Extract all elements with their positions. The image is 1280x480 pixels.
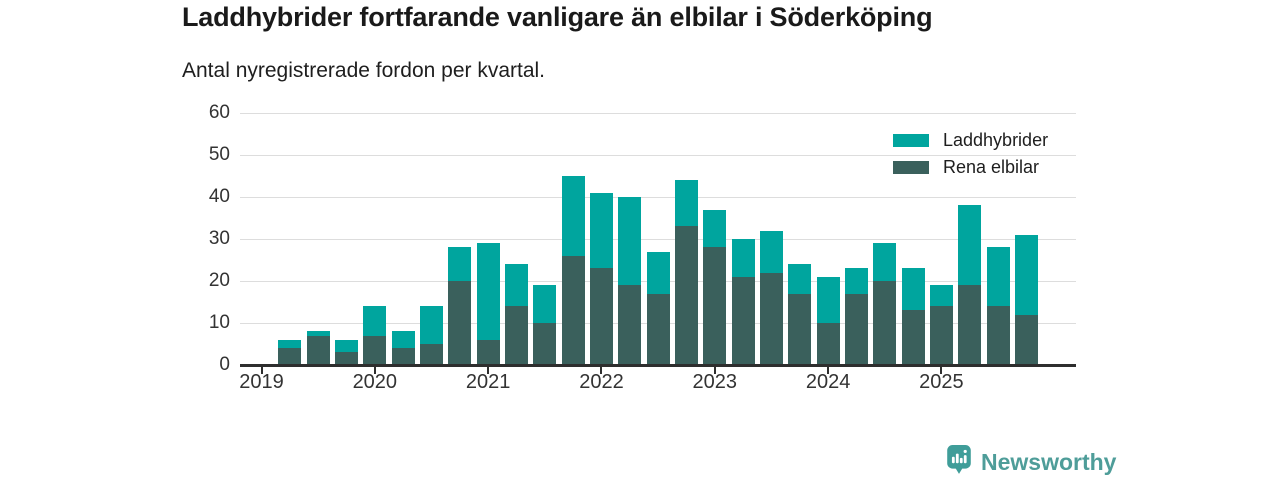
y-axis-tick-label: 30 (208, 228, 230, 249)
bar-segment-laddhybrider (278, 339, 302, 349)
bar-segment-rena-elbilar (816, 323, 840, 365)
bar-segment-rena-elbilar (929, 306, 953, 365)
brand-name: Newsworthy (981, 449, 1117, 475)
bar-segment-laddhybrider (448, 247, 472, 281)
bar-segment-rena-elbilar (731, 276, 755, 365)
bar-segment-rena-elbilar (561, 255, 585, 365)
brand-logo: Newsworthy (947, 445, 1116, 480)
x-axis-tick (827, 366, 830, 374)
bar-segment-rena-elbilar (873, 281, 897, 365)
legend-label: Laddhybrider (943, 129, 1049, 150)
bar-segment-rena-elbilar (986, 306, 1010, 365)
bar-segment-laddhybrider (929, 285, 953, 307)
x-axis-tick-label: 2019 (239, 371, 284, 393)
bar-segment-rena-elbilar (419, 344, 443, 365)
bar-segment-laddhybrider (788, 264, 812, 294)
legend-swatch-laddhybrider (893, 133, 929, 147)
bar-segment-rena-elbilar (646, 293, 670, 365)
bar-segment-laddhybrider (419, 306, 443, 344)
legend-item-rena-elbilar: Rena elbilar (893, 157, 1048, 177)
bar-segment-laddhybrider (1014, 234, 1038, 315)
x-axis-tick (373, 366, 376, 374)
gridline (240, 154, 1076, 156)
bar-segment-rena-elbilar (788, 293, 812, 365)
bar-segment-laddhybrider (363, 306, 387, 336)
bar-segment-rena-elbilar (618, 285, 642, 365)
x-axis-tick-label: 2020 (352, 371, 398, 393)
gridline (240, 238, 1076, 240)
bar-segment-laddhybrider (986, 247, 1010, 307)
x-axis-tick (713, 366, 716, 374)
legend: Laddhybrider Rena elbilar (893, 130, 1048, 184)
bar-segment-laddhybrider (901, 268, 925, 311)
bar-segment-rena-elbilar (504, 306, 528, 365)
x-axis-tick-label: 2023 (692, 371, 738, 393)
bar-segment-rena-elbilar (533, 323, 557, 365)
bar-segment-rena-elbilar (759, 272, 783, 365)
bar-segment-rena-elbilar (391, 348, 415, 365)
y-axis-tick-label: 10 (208, 312, 230, 333)
bar-segment-laddhybrider (759, 230, 783, 273)
bar-segment-rena-elbilar (703, 247, 727, 365)
x-axis-tick-label: 2021 (465, 371, 511, 393)
y-axis-tick-label: 20 (208, 270, 230, 291)
bar-segment-rena-elbilar (363, 335, 387, 365)
bar-segment-laddhybrider (618, 197, 642, 286)
bar-segment-laddhybrider (533, 285, 557, 323)
bar-chart-pin-icon (947, 445, 971, 480)
x-axis-tick-label: 2022 (579, 371, 624, 393)
chart-subtitle: Antal nyregistrerade fordon per kvartal. (182, 59, 546, 82)
bar-segment-laddhybrider (334, 339, 358, 353)
chart-title: Laddhybrider fortfarande vanligare än el… (182, 2, 933, 32)
bar-segment-rena-elbilar (901, 310, 925, 365)
bar-segment-rena-elbilar (334, 352, 358, 365)
bar-segment-rena-elbilar (306, 335, 330, 365)
y-axis-tick-label: 50 (208, 144, 230, 165)
bar-segment-laddhybrider (958, 205, 982, 286)
legend-item-laddhybrider: Laddhybrider (893, 130, 1048, 150)
y-axis-tick-label: 40 (208, 186, 230, 207)
bar-segment-laddhybrider (816, 276, 840, 323)
bar-segment-rena-elbilar (476, 339, 500, 365)
gridline (240, 112, 1076, 114)
y-axis-tick-label: 60 (208, 102, 230, 123)
bar-segment-rena-elbilar (958, 285, 982, 365)
bar-segment-rena-elbilar (844, 293, 868, 365)
gridline (240, 196, 1076, 198)
bar-segment-rena-elbilar (448, 281, 472, 365)
x-axis-tick (940, 366, 943, 374)
bar-segment-laddhybrider (674, 180, 698, 227)
bar-segment-rena-elbilar (589, 268, 613, 365)
x-axis-tick (260, 366, 263, 374)
x-axis-tick-label: 2024 (805, 371, 851, 393)
bar-segment-rena-elbilar (278, 348, 302, 365)
bar-segment-laddhybrider (646, 251, 670, 294)
bar-segment-laddhybrider (844, 268, 868, 294)
legend-label: Rena elbilar (943, 156, 1040, 177)
bar-segment-laddhybrider (589, 192, 613, 269)
bar-segment-laddhybrider (391, 331, 415, 349)
bar-segment-rena-elbilar (1014, 314, 1038, 365)
x-axis-line (240, 364, 1076, 367)
bar-segment-laddhybrider (703, 209, 727, 248)
x-axis-tick (487, 366, 490, 374)
bar-segment-laddhybrider (476, 243, 500, 340)
bar-segment-laddhybrider (561, 176, 585, 256)
y-axis-tick-label: 0 (219, 354, 230, 375)
bar-segment-laddhybrider (306, 331, 330, 336)
bar-segment-laddhybrider (731, 239, 755, 277)
x-axis-tick-label: 2025 (919, 371, 964, 393)
bar-segment-laddhybrider (504, 264, 528, 307)
legend-swatch-rena-elbilar (893, 160, 929, 174)
x-axis-tick (600, 366, 603, 374)
bar-segment-laddhybrider (873, 243, 897, 281)
bar-segment-rena-elbilar (674, 226, 698, 365)
